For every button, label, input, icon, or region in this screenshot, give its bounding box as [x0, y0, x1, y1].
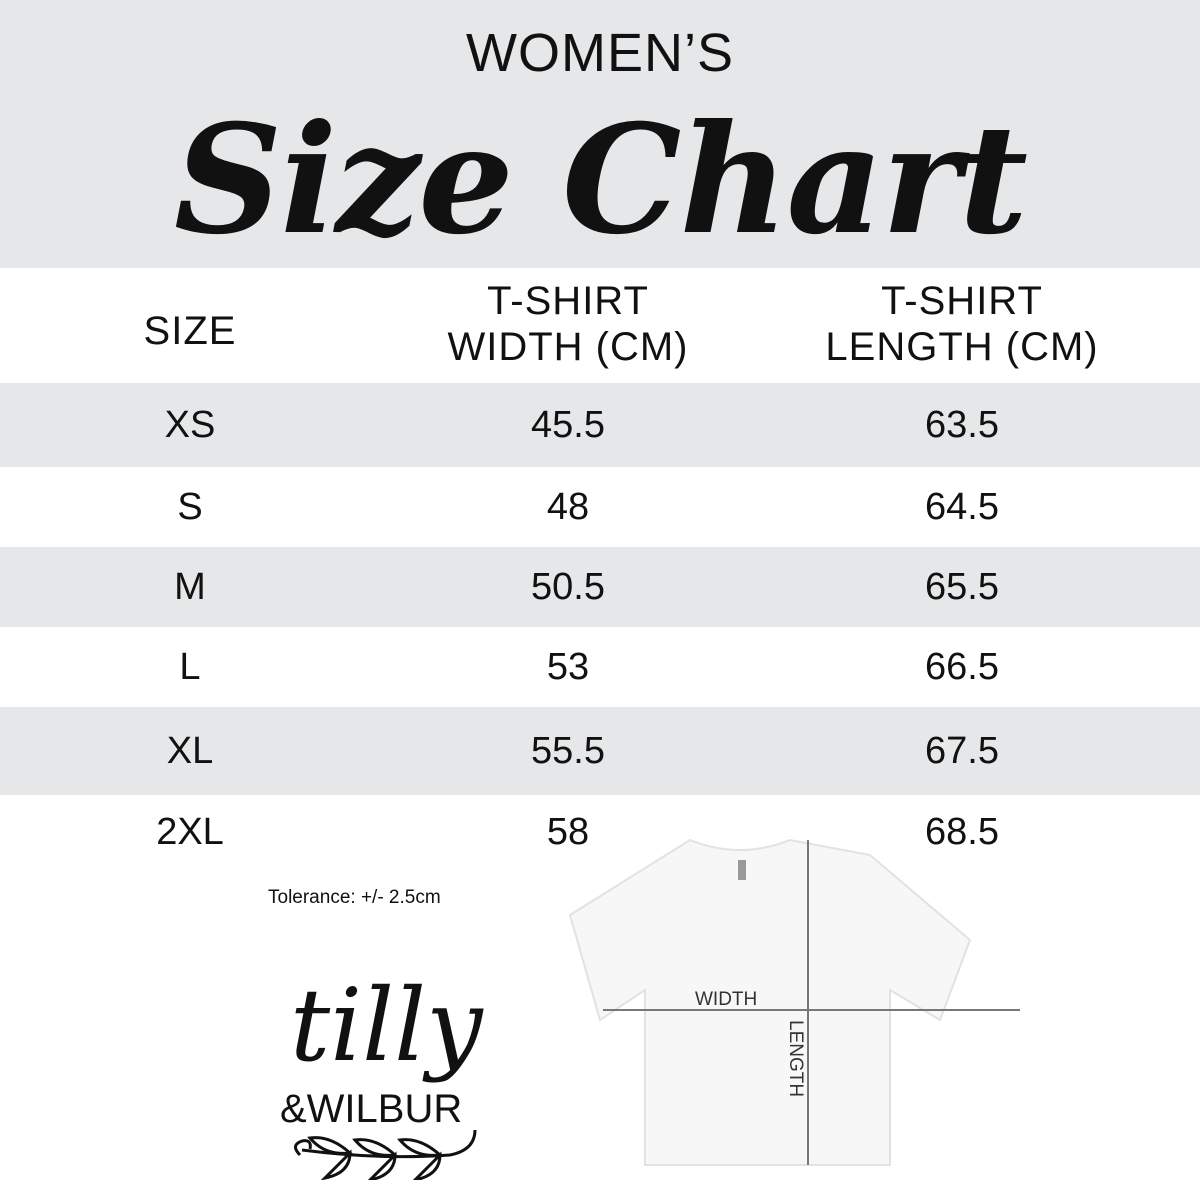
column-header-width: T-SHIRT WIDTH (CM): [388, 278, 748, 370]
length-cell: 66.5: [925, 645, 999, 688]
width-cell: 48: [546, 485, 590, 528]
tolerance-note: Tolerance: +/- 2.5cm: [268, 887, 441, 908]
header-line: T-SHIRT: [881, 279, 1043, 323]
size-cell: 2XL: [156, 811, 224, 853]
length-cell: 64.5: [925, 485, 999, 528]
width-cell: 45.5: [531, 403, 605, 446]
width-cell: 55.5: [531, 729, 605, 772]
tag-icon: [738, 860, 746, 880]
size-cell: S: [177, 485, 203, 528]
length-cell: 65.5: [925, 565, 999, 608]
size-cell: M: [174, 565, 206, 608]
page-title: Size Chart: [173, 92, 1028, 268]
table-row: M 50.5 65.5: [0, 547, 1200, 627]
table-row: 2XL 58 68.5: [0, 795, 1200, 870]
size-cell: XS: [164, 403, 216, 446]
size-cell: XL: [166, 729, 214, 772]
column-header-length: T-SHIRT LENGTH (CM): [772, 278, 1152, 370]
tshirt-shape: [568, 838, 972, 1166]
width-label: WIDTH: [695, 989, 757, 1010]
length-cell: 67.5: [925, 729, 999, 772]
size-cell: L: [179, 645, 201, 688]
header-line: LENGTH (CM): [825, 325, 1099, 369]
table-row: XL 55.5 67.5: [0, 707, 1200, 795]
length-label: LENGTH: [785, 1020, 806, 1097]
table-row: L 53 66.5: [0, 627, 1200, 707]
length-cell: 63.5: [925, 403, 999, 446]
header-line: WIDTH (CM): [447, 325, 689, 369]
header-line: T-SHIRT: [487, 279, 649, 323]
leaf-branch-icon: [294, 1129, 477, 1180]
tshirt-diagram: WIDTH LENGTH: [568, 838, 1020, 1166]
width-cell: 50.5: [531, 565, 605, 608]
table-row: S 48 64.5: [0, 467, 1200, 547]
width-cell: 58: [546, 811, 590, 853]
table-row: XS 45.5 63.5: [0, 383, 1200, 467]
column-header-size: SIZE: [143, 309, 237, 353]
subtitle: WOMEN’S: [466, 23, 734, 83]
length-cell: 68.5: [925, 811, 999, 853]
logo-text-tilly: tilly: [290, 967, 484, 1084]
width-cell: 53: [546, 645, 590, 688]
brand-logo: tilly &WILBUR: [280, 967, 484, 1180]
logo-text-wilbur: &WILBUR: [280, 1087, 462, 1131]
header-band: [0, 0, 1200, 268]
